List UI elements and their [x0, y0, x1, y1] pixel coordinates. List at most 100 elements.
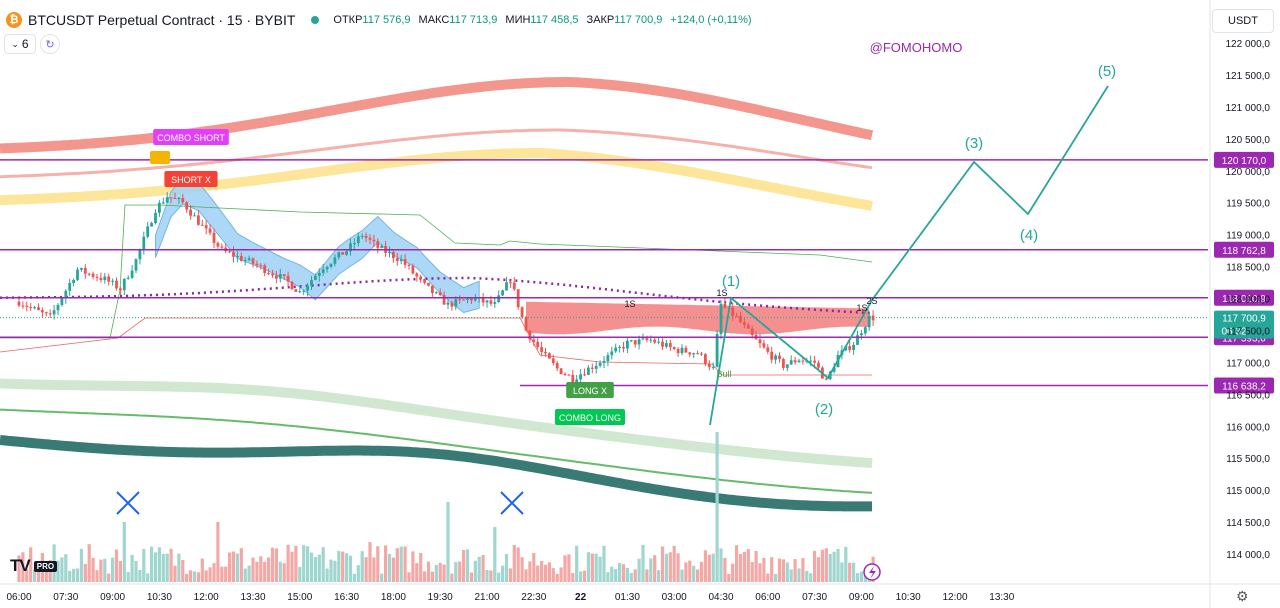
upper-band-red [0, 77, 874, 154]
volume-bar [770, 557, 774, 582]
low-value: 117 458,5 [530, 14, 579, 26]
signal-label: LONG X [573, 386, 607, 396]
candle-body [598, 362, 602, 366]
upper-band-pink [0, 128, 873, 179]
volume-bar [278, 561, 282, 582]
signal-badge [555, 409, 625, 425]
candle-body [267, 272, 270, 274]
y-axis-tick: 116 000,0 [1226, 422, 1270, 433]
volume-bar [672, 545, 676, 582]
volume-bar [489, 570, 493, 582]
candle-body [87, 273, 91, 275]
candle-body [567, 374, 571, 376]
x-axis-tick: 06:00 [755, 592, 780, 603]
volume-bar [543, 564, 548, 582]
candle-body [544, 351, 547, 354]
candle-body [774, 355, 777, 360]
x-axis-tick: 04:30 [708, 592, 733, 603]
volume-bar [103, 558, 107, 582]
bitcoin-icon: ₿ [6, 12, 22, 28]
candle-body [704, 354, 707, 364]
volume-bar [118, 560, 122, 582]
candle-body [419, 276, 423, 279]
candle-body [497, 295, 501, 303]
volume-bar [146, 573, 150, 582]
volume-bar [731, 563, 735, 582]
x-axis-tick: 09:00 [849, 592, 874, 603]
candle-body [758, 339, 762, 344]
price-level-label: 120 170,0 [1222, 156, 1267, 167]
candle-body [719, 303, 723, 335]
volume-bar [177, 553, 181, 582]
indicator-collapse-button[interactable]: ⌄ 6 [4, 34, 36, 54]
cross-marker-icon [500, 491, 524, 515]
candle-body [302, 290, 306, 292]
wave-label: (5) [1098, 63, 1116, 80]
volume-bar [290, 551, 294, 582]
tradingview-logo[interactable]: TV PRO [10, 556, 58, 576]
candle-body [216, 242, 220, 247]
candle-body [263, 265, 267, 273]
candle-body [454, 299, 458, 307]
candle-body [641, 338, 645, 340]
volume-bar [220, 566, 224, 582]
currency-selector[interactable]: USDT [1212, 9, 1274, 33]
candle-body [661, 341, 664, 347]
candle-body [481, 297, 485, 303]
volume-bar [637, 558, 641, 582]
volume-bar [395, 548, 399, 582]
volume-bar [68, 570, 72, 582]
volume-bar [536, 565, 540, 582]
candle-body [251, 258, 255, 264]
volume-bar [660, 546, 665, 582]
candle-body [633, 340, 637, 345]
volume-bar [664, 553, 668, 582]
gear-icon[interactable]: ⚙ [1236, 588, 1249, 604]
volume-bar [91, 557, 95, 582]
sync-icon[interactable]: ↻ [40, 34, 60, 54]
watermark-text: @FOMOHOMO [870, 40, 963, 55]
candle-body [778, 355, 781, 360]
candle-body [236, 255, 239, 257]
volume-bar [594, 553, 598, 582]
candle-body [536, 341, 540, 348]
volume-bar [196, 572, 200, 582]
candle-body [559, 368, 563, 375]
marker-label: 1S [716, 288, 727, 298]
candle-body [44, 312, 48, 314]
symbol-header: ₿ BTCUSDT Perpetual Contract · 15 · BYBI… [6, 10, 752, 30]
volume-bar [840, 562, 844, 582]
candle-body [52, 310, 56, 315]
open-value: 117 576,9 [362, 14, 411, 26]
volume-bar [419, 553, 423, 582]
candle-body [388, 251, 391, 253]
market-status-icon [311, 16, 320, 24]
price-level-label: 117 393,0 [1222, 333, 1266, 344]
volume-bar [29, 547, 33, 582]
volume-bar [259, 556, 263, 582]
volume-bar [286, 544, 290, 582]
volume-bar [95, 570, 99, 582]
volume-bar [122, 522, 126, 582]
high-label: МАКС [418, 14, 450, 26]
countdown-label: 06:32 [1221, 327, 1246, 338]
volume-bar [21, 552, 25, 582]
volume-bar [680, 569, 684, 582]
candle-body [368, 237, 372, 240]
volume-bar [614, 569, 618, 582]
volume-bar [469, 572, 473, 582]
x-axis-tick: 01:30 [615, 592, 640, 603]
volume-bar [239, 548, 243, 582]
volume-bar [333, 560, 337, 582]
volume-bar [692, 565, 696, 582]
candle-body [165, 197, 169, 203]
y-axis-tick: 119 000,0 [1226, 231, 1270, 242]
y-axis-tick: 118 500,0 [1226, 263, 1270, 274]
candle-body [770, 351, 774, 360]
lower-band-light [0, 378, 873, 468]
symbol-title[interactable]: BTCUSDT Perpetual Contract · 15 · BYBIT [28, 12, 296, 28]
volume-bar [797, 568, 801, 582]
volume-bar [329, 559, 333, 582]
volume-bar [497, 572, 501, 582]
